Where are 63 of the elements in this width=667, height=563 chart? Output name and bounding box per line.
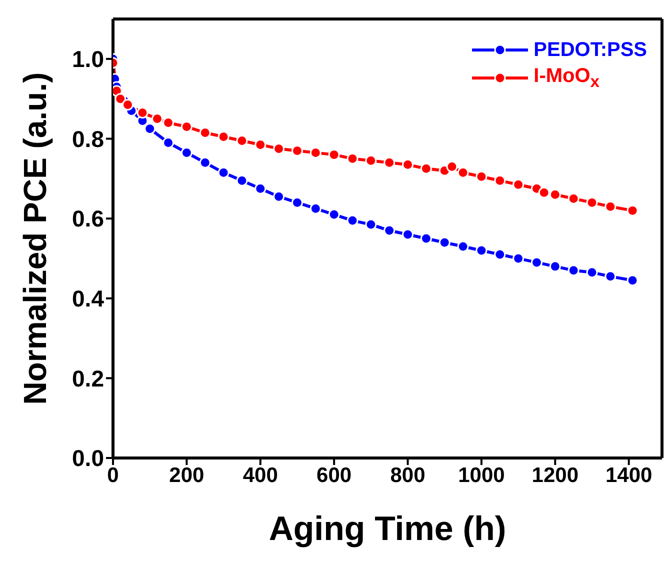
point [144,123,156,134]
point [346,152,358,164]
y-tick-label: 1.0 [72,46,104,72]
point [604,200,616,212]
point [538,186,550,198]
point [402,228,414,240]
point [384,224,396,236]
point [162,136,174,148]
point [457,240,469,252]
point [199,156,211,168]
point [384,156,396,168]
legend-label: I-MoO$_{x}$ [534,64,600,92]
point [476,170,488,182]
x-tick-label: 800 [390,464,426,487]
point [420,162,432,174]
point [346,214,358,226]
point [568,192,580,204]
x-axis-title: Aging Time (h) [268,510,506,548]
y-tick-label: 0.2 [72,365,104,392]
x-tick-label: 200 [169,464,204,487]
point [586,266,598,278]
point [549,260,561,272]
point [494,174,506,186]
point [476,244,488,256]
point [291,196,303,208]
point [438,236,450,248]
point [273,190,285,202]
x-tick-label: 1000 [458,464,505,487]
point [586,196,598,208]
x-tick-label: 0 [107,464,119,487]
point [512,178,524,190]
point [420,232,432,244]
point [568,264,580,276]
point [457,166,469,178]
point [530,256,542,268]
point [446,160,458,172]
point [626,204,638,216]
point [549,188,561,200]
x-tick-label: 1200 [532,464,579,487]
y-tick-label: 0.0 [72,445,104,472]
legend-label: PEDOT:PSS [534,38,647,62]
point [328,208,340,220]
y-tick-label: 0.8 [72,126,104,152]
point [512,252,524,264]
point [122,99,134,111]
y-tick-label: 0.4 [72,286,104,312]
x-tick-label: 600 [316,464,352,487]
x-tick-label: 1400 [605,464,652,487]
point [236,174,248,186]
point [310,202,322,214]
point [604,270,616,282]
point [494,248,506,260]
y-axis-title: Normalized PCE (a.u.) [17,72,53,405]
point [136,107,148,119]
point [114,93,126,105]
x-tick-label: 400 [242,464,278,487]
point [365,218,377,230]
y-tick-label: 0.6 [72,206,104,232]
point [218,166,230,178]
point [626,274,638,286]
point [402,158,414,170]
point [254,182,266,194]
point [365,154,377,166]
